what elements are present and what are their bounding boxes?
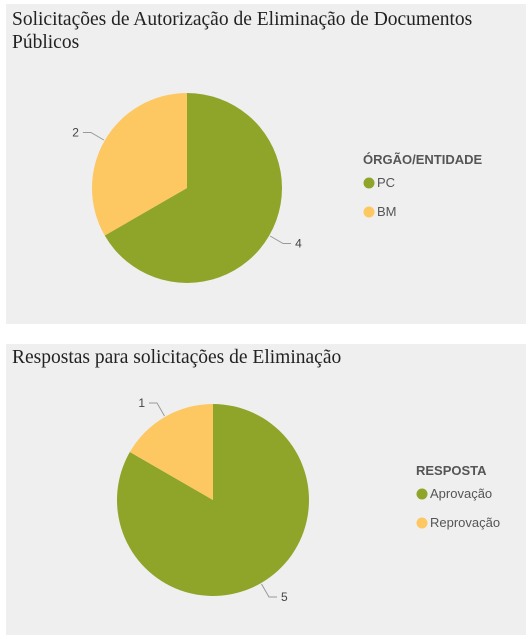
legend-title: ÓRGÃO/ENTIDADE — [363, 152, 483, 167]
chart-title: Respostas para solicitações de Eliminaçã… — [12, 347, 342, 368]
leader-line — [149, 402, 165, 417]
legend-swatch[interactable] — [416, 488, 428, 500]
pie-chart-orgao: 4 2 ÓRGÃO/ENTIDADE PC BM — [72, 93, 483, 283]
legend-item-label[interactable]: Reprovação — [430, 515, 500, 530]
legend-swatch[interactable] — [416, 517, 428, 529]
legend-title: RESPOSTA — [416, 463, 487, 478]
data-label: 1 — [138, 396, 145, 410]
leader-line — [82, 132, 105, 141]
pie-slice-reprovação[interactable] — [129, 404, 213, 500]
data-label: 5 — [281, 590, 288, 604]
pie-slice-aprovação[interactable] — [116, 404, 309, 596]
legend-item-label[interactable]: PC — [377, 175, 395, 190]
leader-line — [269, 235, 292, 244]
legend-swatch[interactable] — [363, 206, 375, 218]
chart-panel-resposta: Respostas para solicitações de Eliminaçã… — [6, 344, 526, 635]
chart-panel-orgao: Solicitações de Autorização de Eliminaçã… — [6, 4, 526, 324]
data-label: 2 — [72, 126, 79, 140]
pie-chart-resposta: 5 1 RESPOSTA Aprovação Reprovação — [116, 396, 500, 604]
data-label: 4 — [295, 237, 302, 251]
chart-title: Solicitações de Autorização de Eliminaçã… — [12, 9, 473, 53]
legend-item-label[interactable]: BM — [377, 204, 397, 219]
leader-line — [261, 583, 277, 598]
legend-swatch[interactable] — [363, 177, 375, 189]
pie-slice-bm[interactable] — [92, 93, 187, 236]
legend-item-label[interactable]: Aprovação — [430, 486, 492, 501]
pie-slice-pc[interactable] — [104, 93, 283, 283]
